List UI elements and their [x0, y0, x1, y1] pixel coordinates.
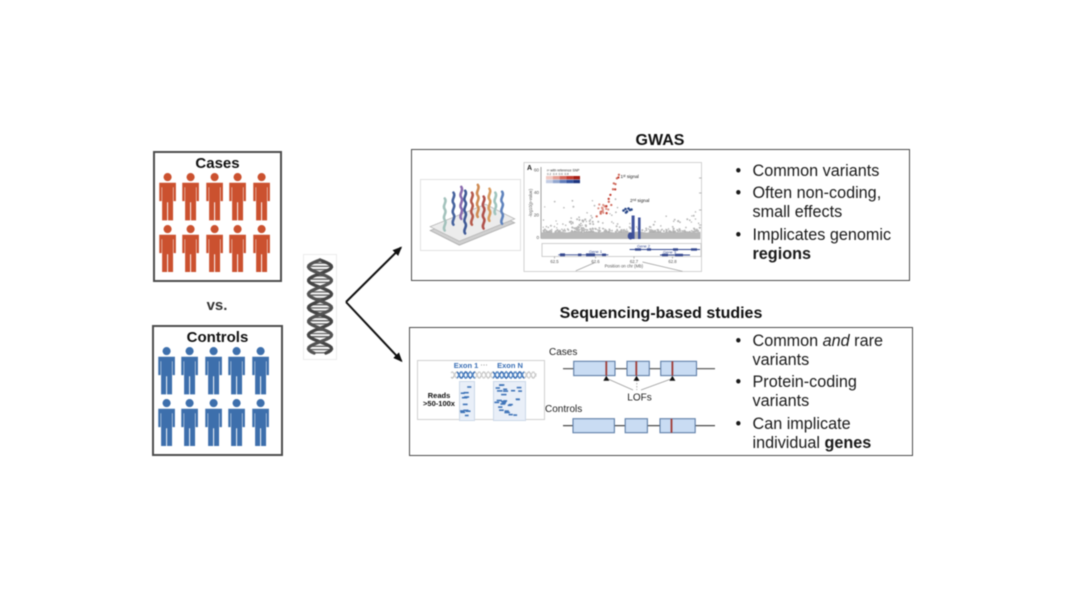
svg-text:60: 60 [534, 168, 540, 173]
svg-text:1st signal: 1st signal [621, 174, 639, 179]
svg-text:0.2 0.4 0.6 0.8: 0.2 0.4 0.6 0.8 [547, 172, 569, 176]
svg-text:Gene 1: Gene 1 [589, 249, 603, 254]
svg-text:LOFs: LOFs [627, 393, 651, 404]
svg-text:40: 40 [534, 190, 540, 195]
svg-text:Gene 2: Gene 2 [637, 244, 651, 249]
svg-text:62.7: 62.7 [630, 259, 639, 264]
svg-text:0: 0 [536, 235, 539, 240]
svg-text:62.6: 62.6 [591, 259, 600, 264]
svg-text:20: 20 [534, 213, 540, 218]
svg-text:62.5: 62.5 [550, 259, 559, 264]
svg-text:2nd signal: 2nd signal [630, 198, 649, 203]
svg-text:Position on chr (Mb): Position on chr (Mb) [605, 264, 644, 269]
svg-text:A: A [527, 165, 532, 172]
svg-text:62.8: 62.8 [668, 259, 677, 264]
svg-text:-log10(p-value): -log10(p-value) [528, 188, 533, 217]
svg-text:r² with reference SNP: r² with reference SNP [547, 169, 580, 173]
svg-text:Gene 3: Gene 3 [663, 249, 677, 254]
